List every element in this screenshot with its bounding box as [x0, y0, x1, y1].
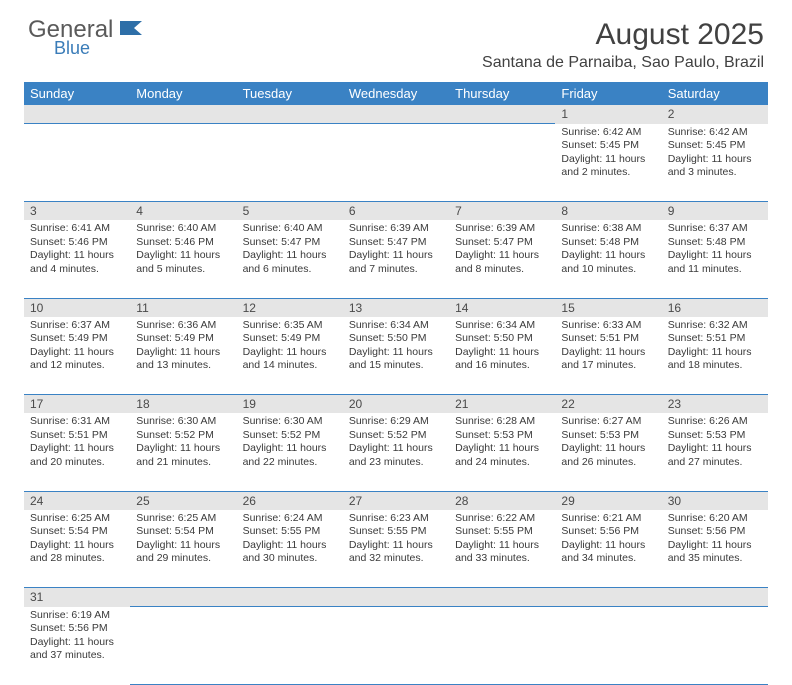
weekday-header: Wednesday	[343, 82, 449, 105]
day-number: 25	[130, 492, 236, 510]
day-data: Sunrise: 6:31 AMSunset: 5:51 PMDaylight:…	[24, 413, 130, 474]
day-data: Sunrise: 6:27 AMSunset: 5:53 PMDaylight:…	[555, 413, 661, 474]
weekday-header: Monday	[130, 82, 236, 105]
day-data: Sunrise: 6:25 AMSunset: 5:54 PMDaylight:…	[24, 510, 130, 571]
day-number: 15	[555, 299, 661, 317]
day-number: 24	[24, 492, 130, 510]
weekday-header: Friday	[555, 82, 661, 105]
day-number-row: 17181920212223	[24, 395, 768, 414]
day-number: 14	[449, 299, 555, 317]
logo-flag-icon	[120, 19, 148, 37]
day-number: 4	[130, 202, 236, 220]
day-number: 6	[343, 202, 449, 220]
day-number: 7	[449, 202, 555, 220]
day-number: 9	[662, 202, 768, 220]
day-number: 19	[237, 395, 343, 413]
day-data: Sunrise: 6:40 AMSunset: 5:47 PMDaylight:…	[237, 220, 343, 281]
weekday-header-row: SundayMondayTuesdayWednesdayThursdayFrid…	[24, 82, 768, 105]
day-data: Sunrise: 6:42 AMSunset: 5:45 PMDaylight:…	[662, 124, 768, 185]
day-data: Sunrise: 6:20 AMSunset: 5:56 PMDaylight:…	[662, 510, 768, 571]
day-data-row: Sunrise: 6:19 AMSunset: 5:56 PMDaylight:…	[24, 607, 768, 685]
header: General Blue August 2025 Santana de Parn…	[0, 0, 792, 76]
day-number: 29	[555, 492, 661, 510]
day-number: 3	[24, 202, 130, 220]
day-data: Sunrise: 6:42 AMSunset: 5:45 PMDaylight:…	[555, 124, 661, 185]
day-data-row: Sunrise: 6:31 AMSunset: 5:51 PMDaylight:…	[24, 413, 768, 491]
day-number: 13	[343, 299, 449, 317]
day-number-row: 10111213141516	[24, 298, 768, 317]
day-number: 26	[237, 492, 343, 510]
day-number-row: 24252627282930	[24, 491, 768, 510]
day-data: Sunrise: 6:37 AMSunset: 5:49 PMDaylight:…	[24, 317, 130, 378]
day-number: 27	[343, 492, 449, 510]
day-number: 23	[662, 395, 768, 413]
day-number-row: 12	[24, 105, 768, 124]
day-data: Sunrise: 6:41 AMSunset: 5:46 PMDaylight:…	[24, 220, 130, 281]
day-number: 17	[24, 395, 130, 413]
day-data: Sunrise: 6:35 AMSunset: 5:49 PMDaylight:…	[237, 317, 343, 378]
day-data: Sunrise: 6:39 AMSunset: 5:47 PMDaylight:…	[343, 220, 449, 281]
day-data: Sunrise: 6:33 AMSunset: 5:51 PMDaylight:…	[555, 317, 661, 378]
month-title: August 2025	[482, 18, 764, 52]
day-data: Sunrise: 6:22 AMSunset: 5:55 PMDaylight:…	[449, 510, 555, 571]
day-data: Sunrise: 6:26 AMSunset: 5:53 PMDaylight:…	[662, 413, 768, 474]
day-number: 10	[24, 299, 130, 317]
calendar-table: SundayMondayTuesdayWednesdayThursdayFrid…	[24, 82, 768, 685]
day-number: 28	[449, 492, 555, 510]
day-data: Sunrise: 6:30 AMSunset: 5:52 PMDaylight:…	[130, 413, 236, 474]
day-number: 11	[130, 299, 236, 317]
day-number: 31	[24, 588, 130, 606]
day-data: Sunrise: 6:23 AMSunset: 5:55 PMDaylight:…	[343, 510, 449, 571]
day-data: Sunrise: 6:34 AMSunset: 5:50 PMDaylight:…	[449, 317, 555, 378]
day-data: Sunrise: 6:30 AMSunset: 5:52 PMDaylight:…	[237, 413, 343, 474]
day-data: Sunrise: 6:36 AMSunset: 5:49 PMDaylight:…	[130, 317, 236, 378]
weekday-header: Sunday	[24, 82, 130, 105]
day-data: Sunrise: 6:39 AMSunset: 5:47 PMDaylight:…	[449, 220, 555, 281]
day-data: Sunrise: 6:25 AMSunset: 5:54 PMDaylight:…	[130, 510, 236, 571]
day-number: 22	[555, 395, 661, 413]
day-number: 1	[555, 105, 661, 123]
day-number-row: 31	[24, 588, 768, 607]
weekday-header: Thursday	[449, 82, 555, 105]
day-data: Sunrise: 6:37 AMSunset: 5:48 PMDaylight:…	[662, 220, 768, 281]
day-data: Sunrise: 6:19 AMSunset: 5:56 PMDaylight:…	[24, 607, 130, 668]
day-data: Sunrise: 6:38 AMSunset: 5:48 PMDaylight:…	[555, 220, 661, 281]
day-number: 12	[237, 299, 343, 317]
day-number: 20	[343, 395, 449, 413]
title-block: August 2025 Santana de Parnaiba, Sao Pau…	[482, 18, 764, 72]
day-data: Sunrise: 6:32 AMSunset: 5:51 PMDaylight:…	[662, 317, 768, 378]
day-data: Sunrise: 6:28 AMSunset: 5:53 PMDaylight:…	[449, 413, 555, 474]
day-data: Sunrise: 6:40 AMSunset: 5:46 PMDaylight:…	[130, 220, 236, 281]
day-data: Sunrise: 6:34 AMSunset: 5:50 PMDaylight:…	[343, 317, 449, 378]
day-data: Sunrise: 6:29 AMSunset: 5:52 PMDaylight:…	[343, 413, 449, 474]
day-data-row: Sunrise: 6:37 AMSunset: 5:49 PMDaylight:…	[24, 317, 768, 395]
day-number: 16	[662, 299, 768, 317]
day-data-row: Sunrise: 6:41 AMSunset: 5:46 PMDaylight:…	[24, 220, 768, 298]
day-number: 5	[237, 202, 343, 220]
day-number: 8	[555, 202, 661, 220]
logo: General Blue	[28, 18, 148, 59]
weekday-header: Saturday	[662, 82, 768, 105]
day-data: Sunrise: 6:21 AMSunset: 5:56 PMDaylight:…	[555, 510, 661, 571]
day-data: Sunrise: 6:24 AMSunset: 5:55 PMDaylight:…	[237, 510, 343, 571]
location-text: Santana de Parnaiba, Sao Paulo, Brazil	[482, 54, 764, 72]
day-number: 21	[449, 395, 555, 413]
day-number-row: 3456789	[24, 202, 768, 221]
day-number: 30	[662, 492, 768, 510]
day-number: 2	[662, 105, 768, 123]
weekday-header: Tuesday	[237, 82, 343, 105]
day-number: 18	[130, 395, 236, 413]
day-data-row: Sunrise: 6:42 AMSunset: 5:45 PMDaylight:…	[24, 124, 768, 202]
day-data-row: Sunrise: 6:25 AMSunset: 5:54 PMDaylight:…	[24, 510, 768, 588]
